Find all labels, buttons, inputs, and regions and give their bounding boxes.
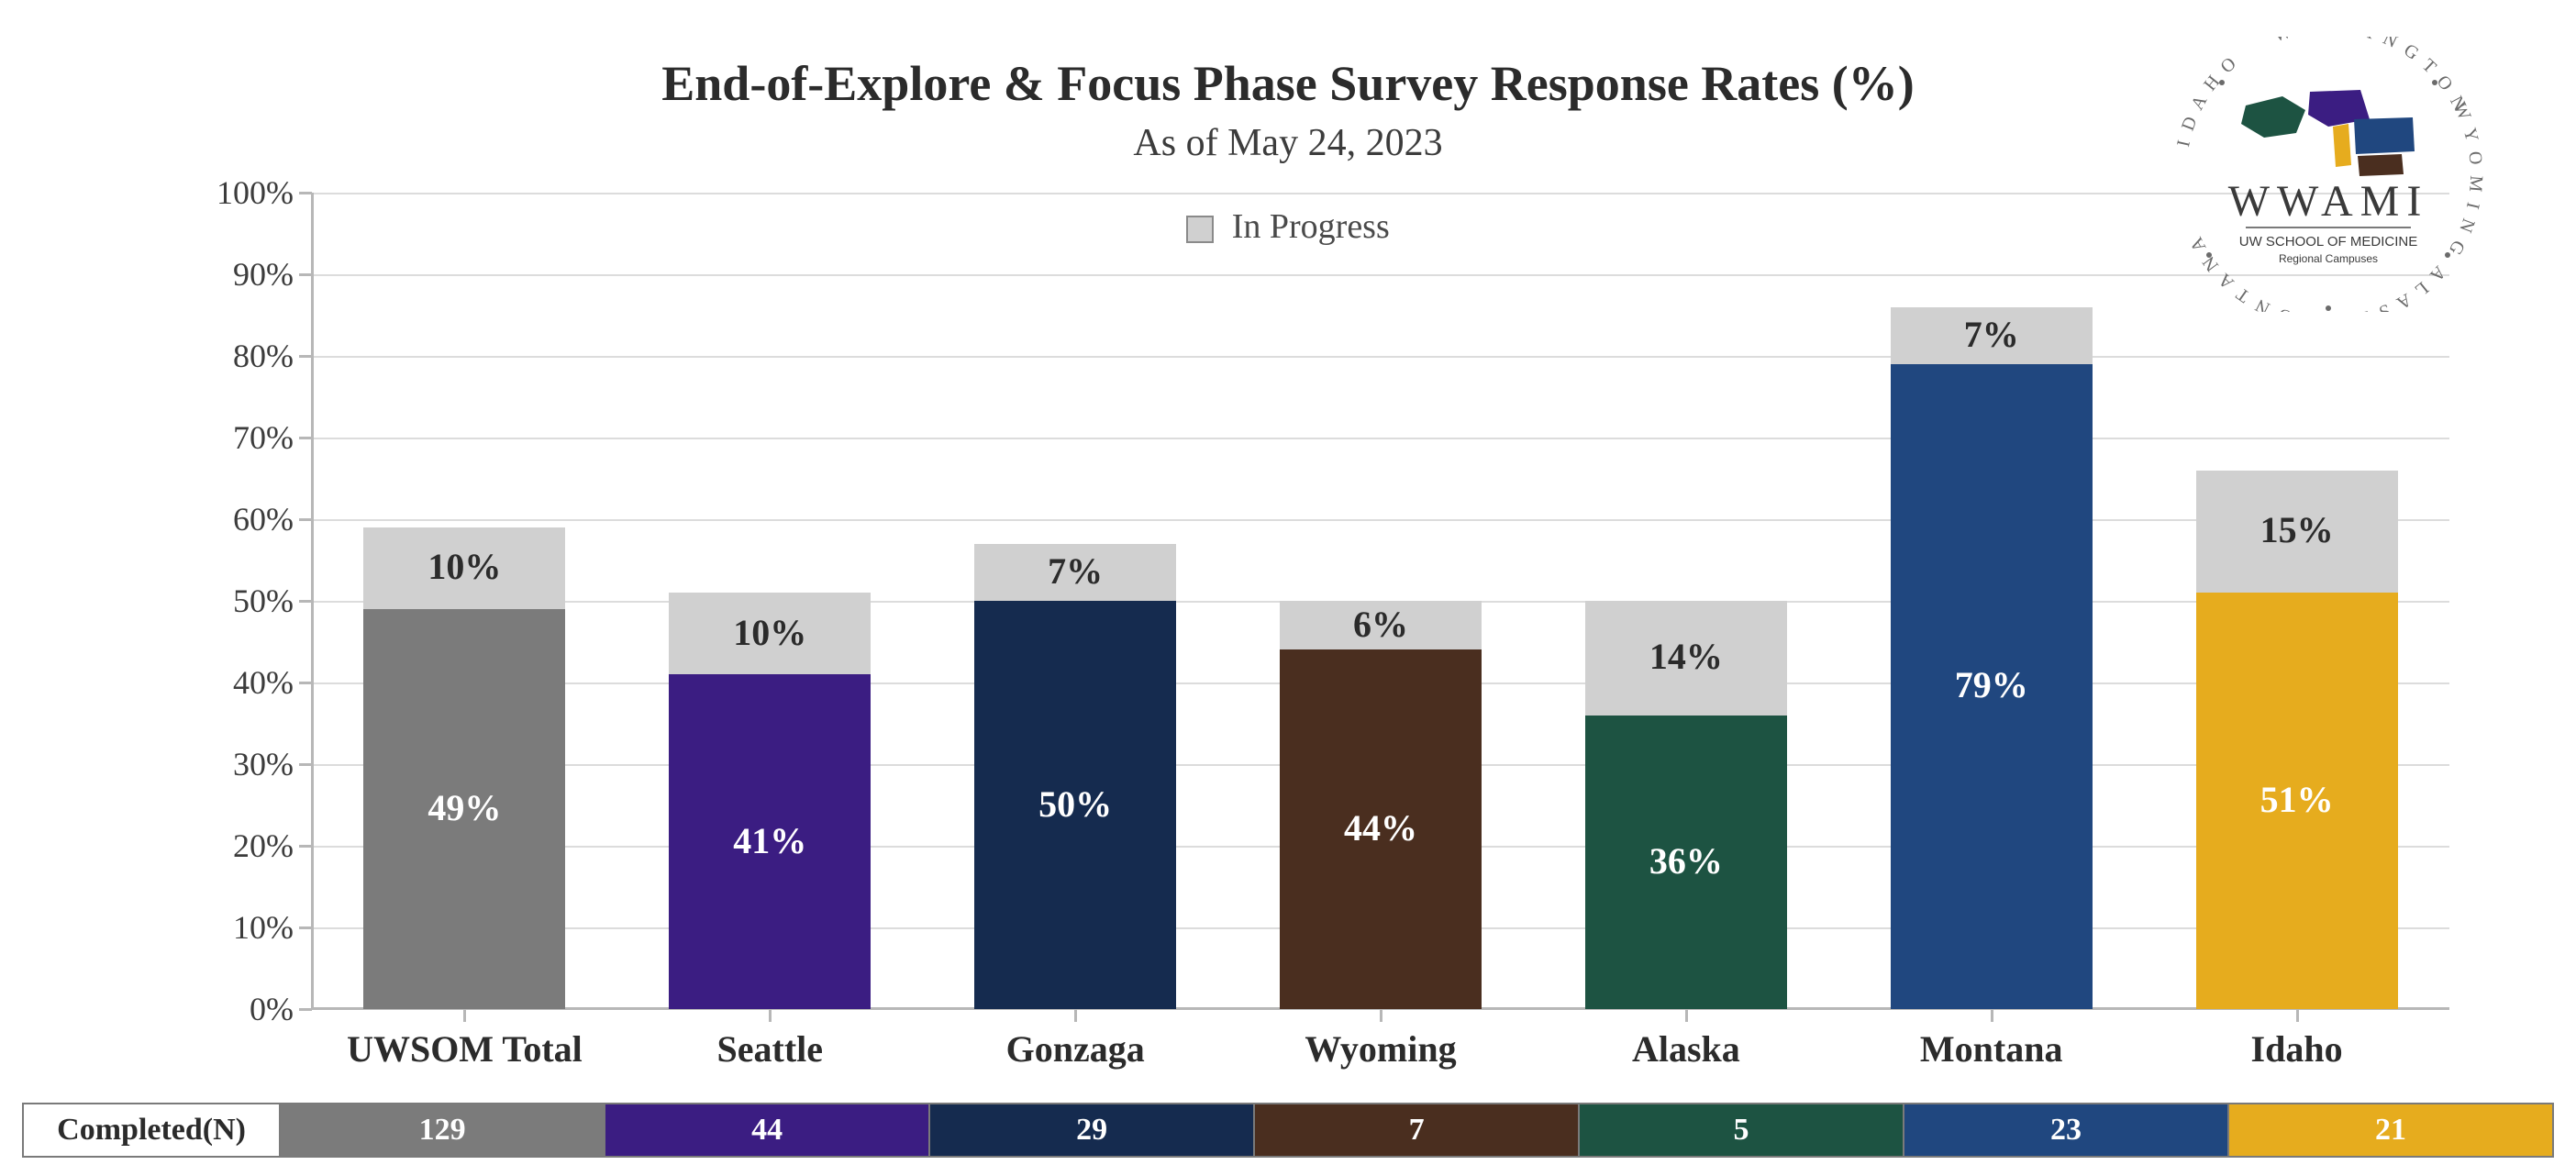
ytick-mark — [299, 1008, 312, 1011]
bar-group: 49% 10% — [363, 527, 565, 1009]
xtick-mark — [1074, 1009, 1077, 1022]
ytick-label: 60% — [165, 500, 294, 538]
gridline — [312, 519, 2449, 521]
completed-n-strip: Completed(N)1294429752321 — [22, 1103, 2554, 1158]
bar-group: 51% 15% — [2196, 471, 2398, 1009]
gridline — [312, 356, 2449, 358]
ytick-label: 50% — [165, 582, 294, 620]
bar-completed-label: 50% — [974, 782, 1176, 826]
ytick-label: 40% — [165, 663, 294, 702]
xtick-mark — [1991, 1009, 1993, 1022]
bar-group: 36% 14% — [1585, 601, 1787, 1009]
bar-completed: 50% — [974, 601, 1176, 1009]
x-category-label: UWSOM Total — [308, 1027, 620, 1071]
bar-completed-label: 41% — [669, 819, 871, 862]
ytick-label: 10% — [165, 908, 294, 947]
bar-in-progress: 14% — [1585, 601, 1787, 716]
wwami-logo: W A S H I N G T O N W Y O M I N G A L A … — [2145, 37, 2512, 312]
svg-text:W Y O M I N G: W Y O M I N G — [2443, 99, 2486, 261]
strip-label: Completed(N) — [24, 1104, 281, 1156]
plot-area: 49% 10% 41% 10% 50% 7% 44% 6% 36% 14% 79% 7% 51% 15% — [312, 193, 2449, 1009]
xtick-mark — [2296, 1009, 2299, 1022]
xtick-mark — [769, 1009, 772, 1022]
ytick-mark — [299, 273, 312, 276]
gridline — [312, 274, 2449, 276]
bar-in-progress-label: 10% — [363, 545, 565, 588]
ytick-mark — [299, 437, 312, 439]
bar-group: 44% 6% — [1280, 601, 1482, 1009]
bar-group: 41% 10% — [669, 593, 871, 1009]
strip-cell: 129 — [281, 1104, 605, 1156]
x-category-label: Alaska — [1530, 1027, 1842, 1071]
bar-in-progress: 7% — [1891, 307, 2093, 364]
strip-cell: 21 — [2229, 1104, 2552, 1156]
svg-text:I D A H O: I D A H O — [2173, 51, 2242, 149]
logo-ring-alaska: A L A S K A — [2330, 262, 2449, 312]
gridline — [312, 193, 2449, 194]
ytick-mark — [299, 763, 312, 766]
ytick-label: 80% — [165, 337, 294, 375]
bar-completed: 79% — [1891, 364, 2093, 1009]
svg-text:W A S H I N G T O N: W A S H I N G T O N — [2271, 37, 2471, 116]
ytick-mark — [299, 600, 312, 603]
x-category-label: Montana — [1836, 1027, 2148, 1071]
logo-sub2: Regional Campuses — [2279, 252, 2378, 265]
xtick-mark — [1685, 1009, 1688, 1022]
bar-in-progress: 6% — [1280, 601, 1482, 649]
bar-in-progress: 7% — [974, 544, 1176, 601]
bar-completed-label: 79% — [1891, 663, 2093, 706]
xtick-mark — [463, 1009, 466, 1022]
bar-group: 79% 7% — [1891, 307, 2093, 1009]
logo-ring-idaho: I D A H O — [2173, 51, 2242, 149]
ytick-label: 70% — [165, 418, 294, 457]
bar-in-progress: 10% — [669, 593, 871, 674]
logo-main-text: WWAMI — [2228, 177, 2429, 226]
xtick-mark — [1380, 1009, 1382, 1022]
bar-in-progress-label: 14% — [1585, 635, 1787, 678]
bar-completed: 41% — [669, 674, 871, 1009]
ytick-mark — [299, 926, 312, 929]
logo-ring-wyoming: W Y O M I N G — [2443, 99, 2486, 261]
bar-in-progress-label: 7% — [1891, 313, 2093, 356]
bar-in-progress-label: 10% — [669, 611, 871, 654]
bar-completed-label: 49% — [363, 786, 565, 829]
ytick-label: 0% — [165, 990, 294, 1028]
bar-completed: 51% — [2196, 593, 2398, 1009]
logo-states-icon — [2241, 90, 2415, 176]
logo-ring-washington: W A S H I N G T O N — [2271, 37, 2471, 116]
ytick-mark — [299, 682, 312, 684]
bar-completed: 44% — [1280, 649, 1482, 1009]
gridline — [312, 438, 2449, 439]
ytick-mark — [299, 192, 312, 194]
bar-in-progress-label: 7% — [974, 549, 1176, 593]
logo-sub1: UW SCHOOL OF MEDICINE — [2239, 234, 2417, 250]
ytick-mark — [299, 845, 312, 848]
bar-in-progress: 10% — [363, 527, 565, 609]
strip-cell: 44 — [605, 1104, 930, 1156]
ytick-label: 20% — [165, 827, 294, 865]
strip-cell: 5 — [1580, 1104, 1904, 1156]
strip-cell: 7 — [1255, 1104, 1580, 1156]
bar-completed-label: 44% — [1280, 806, 1482, 849]
bar-group: 50% 7% — [974, 544, 1176, 1009]
x-category-label: Seattle — [614, 1027, 926, 1071]
ytick-mark — [299, 518, 312, 521]
x-category-label: Idaho — [2141, 1027, 2453, 1071]
svg-text:A L A S K A: A L A S K A — [2330, 262, 2449, 312]
ytick-label: 100% — [165, 173, 294, 212]
bar-completed-label: 36% — [1585, 839, 1787, 882]
bar-completed: 49% — [363, 609, 565, 1009]
strip-cell: 23 — [1904, 1104, 2229, 1156]
bar-in-progress: 15% — [2196, 471, 2398, 594]
strip-cell: 29 — [930, 1104, 1255, 1156]
bar-completed: 36% — [1585, 716, 1787, 1009]
x-category-label: Gonzaga — [919, 1027, 1231, 1071]
bar-in-progress-label: 15% — [2196, 508, 2398, 551]
ytick-mark — [299, 355, 312, 358]
x-category-label: Wyoming — [1225, 1027, 1537, 1071]
bar-in-progress-label: 6% — [1280, 603, 1482, 646]
ytick-label: 90% — [165, 255, 294, 294]
ytick-label: 30% — [165, 745, 294, 783]
bar-completed-label: 51% — [2196, 778, 2398, 821]
